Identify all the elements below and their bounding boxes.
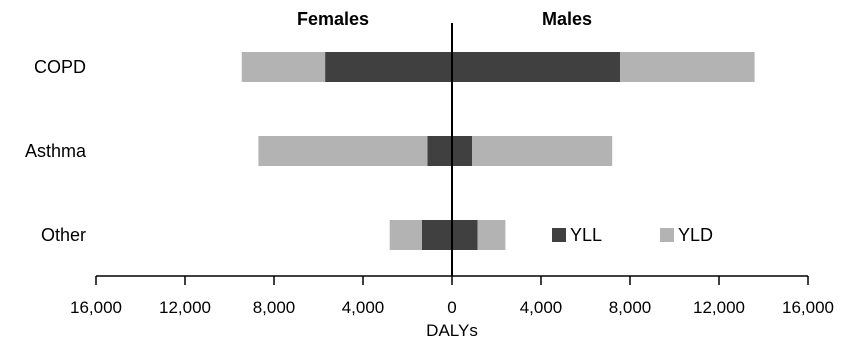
x-tick-label: 4,000 <box>520 298 563 317</box>
x-tick-label: 8,000 <box>253 298 296 317</box>
category-label: Asthma <box>25 141 87 161</box>
legend-label-yll: YLL <box>570 225 602 245</box>
bar-asthma-males-yld <box>472 136 613 166</box>
x-tick-label: 16,000 <box>70 298 122 317</box>
legend-swatch-yld <box>660 228 674 242</box>
bar-copd-males-yll <box>452 52 620 82</box>
females-label: Females <box>297 9 369 29</box>
bar-other-females-yll <box>421 220 452 250</box>
category-labels: COPD Asthma Other <box>25 57 87 245</box>
x-tick-label: 12,000 <box>159 298 211 317</box>
legend: YLL YLD <box>552 225 713 245</box>
x-tick-label: 4,000 <box>342 298 385 317</box>
x-tick-label: 0 <box>447 298 456 317</box>
bar-asthma-females-yld <box>258 136 428 166</box>
bar-copd-females-yll <box>325 52 452 82</box>
category-label: Other <box>41 225 86 245</box>
bar-asthma-males-yll <box>452 136 473 166</box>
bars-layer <box>241 52 755 250</box>
bar-other-females-yld <box>389 220 422 250</box>
category-label: COPD <box>34 57 86 77</box>
x-axis-title: DALYs <box>426 321 478 340</box>
axes-layer: 16,000 12,000 8,000 4,000 0 4,000 8,000 12,000 1… <box>70 23 834 317</box>
x-ticks: 16,000 12,000 8,000 4,000 0 4,000 8,000 12,000 1… <box>70 276 834 317</box>
males-label: Males <box>542 9 592 29</box>
x-tick-label: 16,000 <box>782 298 834 317</box>
bar-copd-males-yld <box>619 52 755 82</box>
x-tick-label: 12,000 <box>693 298 745 317</box>
legend-label-yld: YLD <box>678 225 713 245</box>
legend-swatch-yll <box>552 228 566 242</box>
bar-asthma-females-yll <box>427 136 452 166</box>
bar-copd-females-yld <box>241 52 326 82</box>
x-tick-label: 8,000 <box>609 298 652 317</box>
bar-other-males-yld <box>477 220 506 250</box>
bar-other-males-yll <box>452 220 478 250</box>
